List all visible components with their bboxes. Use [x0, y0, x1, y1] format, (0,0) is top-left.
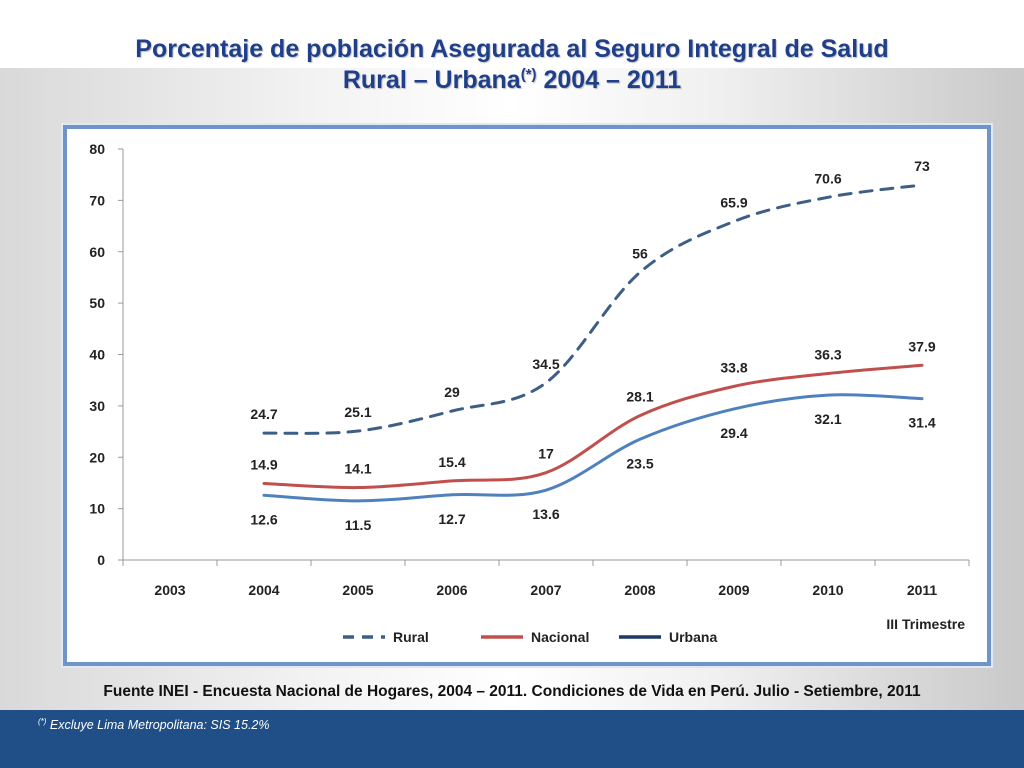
data-label-rural: 29 — [444, 384, 460, 400]
x-tick-label: 2003 — [154, 582, 185, 598]
data-label-urbana: 29.4 — [720, 425, 747, 441]
footer-band — [0, 710, 1024, 768]
data-label-nacional: 36.3 — [814, 347, 841, 363]
x-tick-label: 2007 — [530, 582, 561, 598]
page-title: Porcentaje de población Asegurada al Seg… — [0, 34, 1024, 96]
chart-note: III Trimestre — [886, 616, 965, 632]
data-label-rural: 24.7 — [250, 406, 277, 422]
x-tick-label: 2006 — [436, 582, 467, 598]
legend-label-rural: Rural — [393, 629, 429, 645]
data-label-urbana: 11.5 — [345, 517, 372, 533]
y-tick-label: 40 — [89, 347, 105, 363]
data-label-rural: 56 — [632, 245, 648, 261]
footnote: (*) Excluye Lima Metropolitana: SIS 15.2… — [38, 717, 269, 732]
data-label-nacional: 17 — [538, 446, 554, 462]
series-line-nacional — [262, 363, 924, 490]
data-label-rural: 25.1 — [344, 404, 371, 420]
data-label-nacional: 33.8 — [720, 359, 747, 375]
legend-label-nacional: Nacional — [531, 629, 589, 645]
y-tick-label: 10 — [89, 501, 105, 517]
data-label-nacional: 28.1 — [626, 389, 653, 405]
series-line-urbana — [262, 393, 924, 503]
title-line-1: Porcentaje de población Asegurada al Seg… — [135, 35, 889, 63]
data-label-nacional: 37.9 — [908, 338, 935, 354]
data-label-rural: 73 — [914, 158, 930, 174]
data-label-nacional: 15.4 — [438, 454, 465, 470]
x-tick-label: 2011 — [907, 582, 938, 598]
title-footnote-marker: (*) — [520, 66, 537, 83]
y-tick-label: 80 — [89, 141, 105, 157]
data-label-urbana: 12.6 — [250, 511, 277, 527]
data-label-rural: 34.5 — [532, 356, 559, 372]
data-label-urbana: 23.5 — [626, 455, 653, 471]
x-tick-label: 2004 — [248, 582, 279, 598]
x-tick-label: 2005 — [342, 582, 373, 598]
series-line-rural — [262, 183, 924, 435]
title-band — [0, 0, 1024, 68]
x-tick-label: 2010 — [812, 582, 843, 598]
line-chart: 0 10 20 30 40 50 60 70 80 2003 2004 2005 2006 2007 200… — [89, 141, 970, 645]
chart-frame: 0 10 20 30 40 50 60 70 80 2003 2004 2005 2006 2007 200… — [63, 125, 991, 666]
data-label-rural: 70.6 — [814, 170, 841, 186]
data-label-urbana: 12.7 — [438, 511, 465, 527]
data-label-nacional: 14.1 — [344, 461, 371, 477]
y-tick-label: 60 — [89, 244, 105, 260]
footnote-marker: (*) — [38, 717, 47, 726]
y-tick-label: 50 — [89, 295, 105, 311]
legend-label-urbana: Urbana — [669, 629, 717, 645]
title-line-2-main: Rural – Urbana — [342, 66, 521, 94]
x-tick-label: 2009 — [718, 582, 749, 598]
data-label-urbana: 13.6 — [532, 506, 559, 522]
data-label-rural: 65.9 — [720, 194, 747, 210]
y-tick-label: 70 — [89, 192, 105, 208]
data-label-urbana: 32.1 — [814, 411, 841, 427]
data-label-urbana: 31.4 — [908, 415, 935, 431]
y-tick-label: 0 — [97, 552, 105, 568]
data-label-nacional: 14.9 — [250, 456, 277, 472]
y-tick-label: 30 — [89, 398, 105, 414]
source-note: Fuente INEI - Encuesta Nacional de Hogar… — [103, 683, 921, 700]
y-tick-label: 20 — [89, 449, 105, 465]
footnote-text: Excluye Lima Metropolitana: SIS 15.2% — [46, 718, 270, 733]
title-line-2-tail: 2004 – 2011 — [536, 66, 682, 94]
x-tick-label: 2008 — [624, 582, 655, 598]
